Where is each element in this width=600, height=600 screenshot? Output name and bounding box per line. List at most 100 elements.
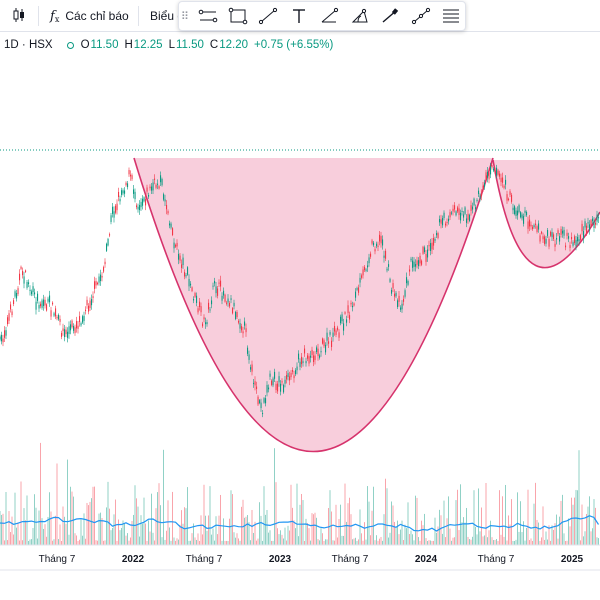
candle-body <box>289 376 291 381</box>
candle-body <box>539 235 541 242</box>
candle-body <box>95 281 97 286</box>
volume-bar <box>529 540 530 545</box>
volume-bar <box>478 488 479 545</box>
candle-body <box>100 274 102 282</box>
volume-bar <box>584 531 586 545</box>
parallel-lines-icon[interactable] <box>194 2 221 30</box>
candle-body <box>391 289 393 294</box>
candle-body <box>40 303 42 307</box>
arc-icon[interactable] <box>346 2 373 30</box>
volume-bar <box>427 540 428 545</box>
volume-bar <box>173 537 175 545</box>
fib-levels-icon[interactable] <box>438 2 465 30</box>
handle-pattern-fill[interactable] <box>493 160 600 268</box>
volume-bar <box>350 514 352 545</box>
candle-body <box>61 332 63 337</box>
volume-bar <box>248 522 250 545</box>
candle-body <box>170 223 172 228</box>
volume-bar <box>160 505 161 545</box>
volume-bar <box>412 534 413 545</box>
volume-bar <box>178 539 179 545</box>
candle-body <box>506 194 508 201</box>
candle-body <box>146 187 148 192</box>
candle-body <box>182 257 184 266</box>
volume-bar <box>269 530 271 545</box>
volume-bar <box>502 496 503 545</box>
candle-body <box>550 231 552 236</box>
volume-bar <box>218 515 220 545</box>
volume-bar <box>224 540 226 545</box>
volume-bar <box>370 535 371 545</box>
candle-body <box>346 319 348 323</box>
candle-body <box>119 198 121 202</box>
candle-body <box>269 373 271 377</box>
volume-bar <box>431 540 433 545</box>
volume-bar <box>505 484 506 545</box>
volume-bar <box>434 517 436 545</box>
volume-bar <box>580 540 581 545</box>
candle-body <box>437 233 439 238</box>
volume-bar <box>569 526 571 545</box>
volume-bar <box>532 540 533 545</box>
candle-body <box>53 313 55 316</box>
volume-bar <box>320 528 322 545</box>
indicators-button[interactable]: fx Các chỉ báo <box>50 0 129 32</box>
volume-bar <box>166 530 167 545</box>
candle-body <box>482 185 484 189</box>
x-axis-labels: Tháng 7 2022 Tháng 7 2023 Tháng 7 2024 T… <box>39 554 584 565</box>
candle-body <box>415 264 417 267</box>
candle-body <box>479 195 481 200</box>
close-value: 12.20 <box>219 39 249 51</box>
candle-body <box>434 239 436 241</box>
volume-bar <box>98 513 100 545</box>
candle-body <box>20 266 22 269</box>
volume-bar <box>130 537 131 545</box>
volume-bar <box>127 533 128 545</box>
candle-body <box>461 210 463 212</box>
volume-bar <box>400 529 401 545</box>
templates-button[interactable]: Biểu đ <box>150 0 184 32</box>
handle-pattern-curve[interactable] <box>492 159 600 269</box>
volume-bar <box>28 540 29 545</box>
volume-bar <box>556 514 557 545</box>
symbol-interval[interactable]: · 1D · HSX <box>0 39 53 51</box>
candle-body <box>13 300 15 305</box>
volume-bar <box>233 532 235 545</box>
volume-bar <box>542 506 544 545</box>
trend-line-icon[interactable] <box>255 2 282 30</box>
volume-bar <box>544 539 545 545</box>
rectangle-icon[interactable] <box>224 2 251 30</box>
volume-bar <box>232 494 233 545</box>
candle-body <box>317 348 319 356</box>
volume-bar <box>563 533 565 545</box>
chart-type-button[interactable] <box>12 0 26 32</box>
cup-pattern-curve[interactable] <box>133 157 494 452</box>
volume-bar <box>103 540 104 545</box>
candle-body <box>293 375 295 379</box>
candle-body <box>563 229 565 236</box>
drag-handle-icon[interactable]: ⠿ <box>180 10 189 23</box>
brush-icon[interactable] <box>377 2 404 30</box>
candle-body <box>292 370 294 372</box>
candle-body <box>229 302 231 307</box>
candle-body <box>316 347 318 353</box>
volume-bar <box>469 539 470 545</box>
candle-body <box>574 236 576 244</box>
text-icon[interactable] <box>285 2 312 30</box>
candle-body <box>59 318 61 322</box>
volume-bar <box>197 533 199 545</box>
candle-body <box>125 182 127 186</box>
candle-body <box>28 282 30 285</box>
ray-icon[interactable] <box>316 2 343 30</box>
candle-body <box>551 232 553 238</box>
cup-pattern-fill[interactable] <box>134 158 493 452</box>
candle-body <box>34 292 36 295</box>
volume-bar <box>496 539 497 545</box>
path-icon[interactable] <box>407 2 434 30</box>
volume-bar <box>128 540 130 545</box>
candle-body <box>532 226 534 230</box>
volume-bar <box>107 481 109 545</box>
volume-bar <box>581 504 583 545</box>
volume-bar <box>10 532 11 545</box>
